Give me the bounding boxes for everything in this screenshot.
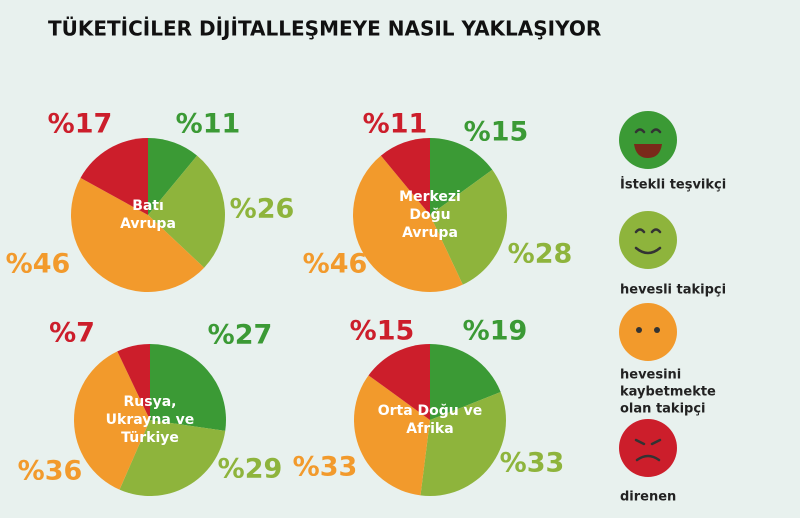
pie-slice [430,138,493,215]
value-label: %36 [18,456,83,487]
value-label: %11 [176,109,241,140]
pie-title: Merkezi [399,189,461,205]
value-label: %11 [363,109,428,140]
pie-slice [74,351,150,490]
pie-slice [368,344,430,420]
pie-slice [380,138,430,215]
value-label: %46 [6,249,71,280]
value-label: %19 [463,316,528,347]
pie-title: Afrika [406,421,453,437]
pie-slice [71,177,205,292]
pie-slice [148,155,225,268]
pie-title: Rusya, [124,394,177,410]
value-label: %33 [500,448,565,479]
pie-slice [148,138,198,215]
faces [619,111,677,477]
title: TÜKETİCİLER DİJİTALLEŞMEYE NASIL YAKLAŞI… [48,17,601,41]
pie-slice [80,138,148,215]
value-label: %29 [218,454,283,485]
pie-slice [150,344,226,431]
value-label: %7 [49,318,95,349]
pie-slice [430,344,501,420]
pie-slice [353,155,463,292]
legend-label: direnen [620,490,676,505]
value-label: %26 [230,194,295,225]
value-label: %15 [464,117,529,148]
pie-slice [119,420,226,497]
legend-label: hevesli takipçi [620,283,726,298]
legend-label: İstekli teşvikçi [620,177,726,193]
pie-title: Avrupa [402,225,458,241]
legend-label: kaybetmekte [620,385,716,400]
pie-title: Türkiye [121,430,179,446]
pie-slice [354,375,430,496]
pie-title: Batı [132,198,164,214]
legend-label: olan takipçi [620,402,706,417]
value-label: %28 [508,239,573,270]
pie-slice [117,344,150,420]
legend-label: hevesini [620,368,681,383]
pie-slice [420,392,507,496]
pie-title: Doğu [409,207,450,223]
pie-slice [430,169,508,285]
pie-title: Avrupa [120,216,176,232]
value-label: %15 [350,316,415,347]
value-label: %27 [208,320,273,351]
value-label: %33 [293,452,358,483]
pie-title: Ukrayna ve [106,412,195,428]
value-label: %46 [303,249,368,280]
pie-title: Orta Doğu ve [378,403,483,419]
value-label: %17 [48,109,113,140]
